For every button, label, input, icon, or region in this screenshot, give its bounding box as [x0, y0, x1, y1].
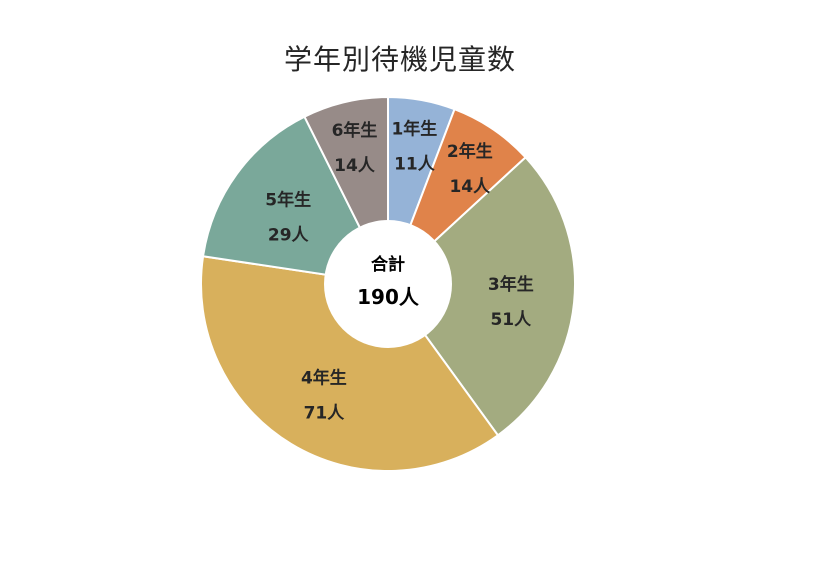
slice-category-label: 1年生	[391, 119, 437, 140]
center-total-value: 190人	[357, 285, 420, 309]
slice-value-label: 29人	[268, 226, 310, 246]
slice-value-label: 14人	[449, 177, 491, 197]
chart-title: 学年別待機児童数	[283, 43, 516, 76]
slice-category-label: 2年生	[447, 141, 493, 162]
slice-value-label: 11人	[394, 155, 436, 175]
slice-value-label: 71人	[304, 404, 346, 424]
slice-3	[386, 155, 576, 437]
donut-center-hole	[324, 220, 452, 348]
slice-category-label: 5年生	[265, 190, 311, 211]
slice-4	[200, 255, 500, 472]
slice-category-label: 6年生	[332, 120, 378, 141]
slice-category-label: 4年生	[301, 368, 347, 389]
slice-value-label: 51人	[490, 310, 532, 330]
slice-labels: 1年生 11人 2年生 14人 3年生 51人 4年生 71人 5年生 29人 6年生 14人	[265, 119, 533, 424]
slice-category-label: 3年生	[488, 274, 534, 295]
slice-value-label: 14人	[334, 156, 376, 176]
center-total-label: 合計	[371, 254, 405, 275]
